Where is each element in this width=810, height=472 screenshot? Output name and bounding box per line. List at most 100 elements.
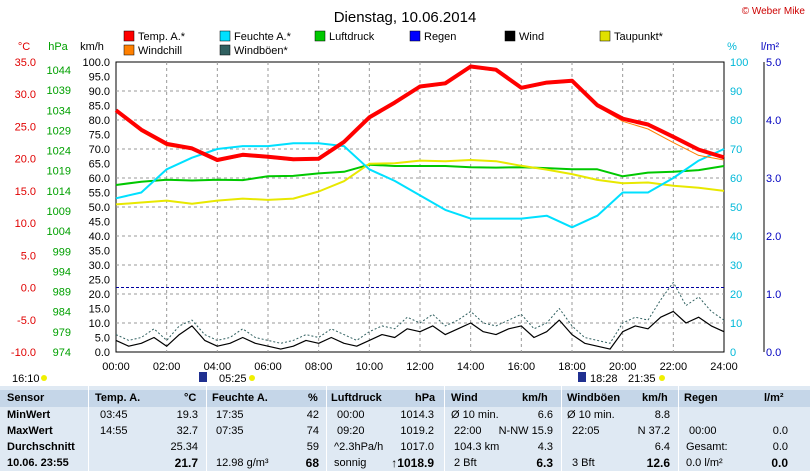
humidity-tick-label: 0 — [730, 347, 736, 359]
hum-value: 74 — [306, 425, 319, 437]
hdr-temp: Temp. A. — [95, 392, 141, 404]
humidity-tick-label: 70 — [730, 144, 742, 156]
rain-tick-label: 0.0 — [766, 347, 781, 359]
x-tick-label: 00:00 — [102, 361, 130, 373]
temp-tick-label: 30.0 — [15, 89, 36, 101]
hdr-wind: Wind — [451, 392, 478, 404]
pressure-tick-label: 1024 — [47, 146, 71, 158]
legend-label: Windchill — [138, 45, 182, 57]
legend-swatch — [599, 30, 611, 42]
temp-unit-label: °C — [18, 41, 30, 53]
humidity-tick-label: 10 — [730, 318, 742, 330]
hum-value: 68 — [305, 456, 319, 470]
x-tick-label: 20:00 — [609, 361, 637, 373]
hdr-gust: Windböen — [567, 392, 621, 404]
hdr-pres-unit: hPa — [415, 392, 436, 404]
legend-label: Feuchte A.* — [234, 31, 292, 43]
wind-tick-label: 55.0 — [89, 188, 110, 200]
rain-tick-label: 4.0 — [766, 115, 781, 127]
series-line-wind — [115, 310, 725, 350]
hdr-wind-unit: km/h — [522, 392, 548, 404]
legend-label: Windböen* — [234, 45, 289, 57]
rain-unit-label: l/m² — [761, 41, 780, 53]
row-label: Durchschnitt — [7, 441, 75, 453]
rain-tick-label: 5.0 — [766, 57, 781, 69]
hdr-rain: Regen — [684, 392, 718, 404]
time-marker-daylight-end: 18:28 — [590, 373, 618, 385]
temp-tick-label: 5.0 — [21, 250, 36, 262]
temp-value: 21.7 — [174, 456, 198, 470]
temp-value: 19.3 — [176, 409, 198, 421]
abs-humidity: 12.98 g/m³ — [216, 457, 269, 469]
wind-tick-label: 40.0 — [89, 231, 110, 243]
gust-value: 12.6 — [646, 456, 670, 470]
pressure-tick-label: 999 — [53, 246, 71, 258]
temp-tick-label: -5.0 — [17, 315, 36, 327]
wind-tick-label: 95.0 — [89, 72, 110, 84]
wind-tick-label: 25.0 — [89, 275, 110, 287]
wind-tick-label: 0.0 — [95, 347, 110, 359]
temp-tick-label: -10.0 — [11, 347, 36, 359]
sun-dot — [41, 375, 47, 381]
stats-table: Sensor Temp. A. °C Feuchte A. % Luftdruc… — [0, 386, 810, 471]
time-marker-sunrise: 05:25 — [219, 373, 247, 385]
pressure-tick-label: 974 — [53, 347, 71, 359]
pressure-tick-label: 1034 — [47, 105, 71, 117]
stats-header-row: Sensor Temp. A. °C Feuchte A. % Luftdruc… — [0, 390, 810, 407]
legend-label: Taupunkt* — [614, 31, 664, 43]
sun-dot — [659, 375, 665, 381]
temp-time: 03:45 — [100, 409, 128, 421]
gust-time: Ø 10 min. — [567, 409, 615, 421]
wind-tick-label: 85.0 — [89, 101, 110, 113]
x-tick-label: 06:00 — [254, 361, 282, 373]
hdr-hum-unit: % — [308, 392, 318, 404]
wind-tick-label: 50.0 — [89, 202, 110, 214]
x-tick-label: 04:00 — [204, 361, 232, 373]
chart-title: Dienstag, 10.06.2014 — [334, 9, 477, 26]
wind-tick-label: 60.0 — [89, 173, 110, 185]
x-tick-label: 02:00 — [153, 361, 181, 373]
legend-label: Luftdruck — [329, 31, 375, 43]
legend-swatch — [123, 44, 135, 56]
pressure-tick-label: 1029 — [47, 125, 71, 137]
temp-tick-label: 20.0 — [15, 154, 36, 166]
legend-swatch — [219, 30, 231, 42]
legend-swatch — [314, 30, 326, 42]
gust-value: 8.8 — [654, 409, 670, 421]
legend-label: Temp. A.* — [138, 31, 186, 43]
humidity-tick-label: 50 — [730, 202, 742, 214]
wind-value: 4.3 — [537, 441, 553, 453]
pres-value: ↑1018.9 — [391, 456, 434, 470]
wind-tick-label: 90.0 — [89, 86, 110, 98]
humidity-tick-label: 80 — [730, 115, 742, 127]
weather-forecast: sonnig — [334, 457, 367, 469]
hdr-hum: Feuchte A. — [212, 392, 268, 404]
rain-value: 0.0 — [771, 456, 788, 470]
gust-beaufort: 3 Bft — [572, 457, 595, 469]
x-tick-label: 24:00 — [710, 361, 738, 373]
stats-row-max: MaxWert 14:55 32.7 07:35 74 09:20 1019.2… — [0, 423, 810, 440]
wind-beaufort: 2 Bft — [454, 457, 477, 469]
rain-tick-label: 1.0 — [766, 289, 781, 301]
wind-tick-label: 80.0 — [89, 115, 110, 127]
legend-swatch — [123, 30, 135, 42]
humidity-tick-label: 100 — [730, 57, 748, 69]
pressure-tick-label: 984 — [53, 307, 71, 319]
stats-row-avg: Durchschnitt 25.34 59 ^2.3hPa/h 1017.0 1… — [0, 439, 810, 456]
gust-value: N 37.2 — [637, 425, 670, 437]
rain-tick-label: 2.0 — [766, 231, 781, 243]
wind-tick-label: 10.0 — [89, 318, 110, 330]
wind-tick-label: 75.0 — [89, 130, 110, 142]
pressure-tick-label: 1014 — [47, 186, 71, 198]
legend-swatch — [504, 30, 516, 42]
pressure-tick-label: 1039 — [47, 85, 71, 97]
pres-time: 00:00 — [337, 409, 365, 421]
stats-row-current: 10.06. 23:55 21.7 12.98 g/m³ 68 sonnig ↑… — [0, 455, 810, 472]
hdr-temp-unit: °C — [184, 392, 197, 404]
wind-distance: 104.3 km — [454, 441, 500, 453]
rain-tick-label: 3.0 — [766, 173, 781, 185]
wind-tick-label: 45.0 — [89, 217, 110, 229]
axis-units: °C hPa km/h% l/m² — [18, 41, 780, 53]
pressure-tick-label: 1019 — [47, 166, 71, 178]
hum-time: 17:35 — [216, 409, 244, 421]
